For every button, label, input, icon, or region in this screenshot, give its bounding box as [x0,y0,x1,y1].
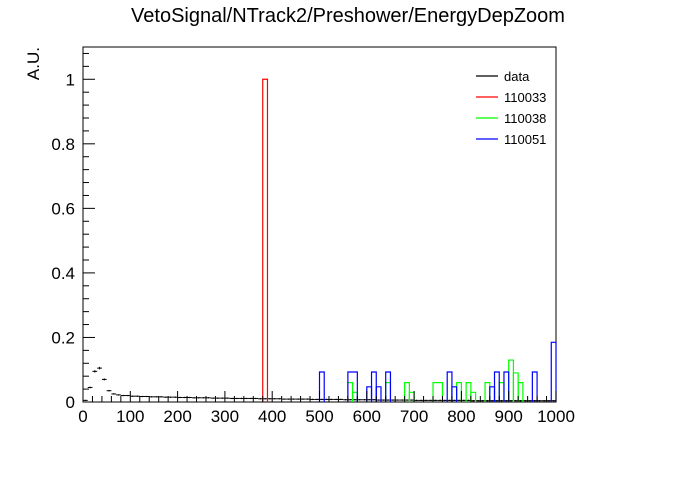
histogram-bin [517,382,524,402]
histogram-bin [493,371,500,402]
y-tick-label: 0.8 [51,135,75,154]
x-tick-label: 100 [116,407,144,426]
y-tick-label: 0.6 [51,199,75,218]
plot-frame [82,46,557,403]
y-tick-label: 0.4 [51,264,75,283]
histogram-bin [508,359,515,402]
y-tick-label: 0 [66,393,75,412]
histogram-bin [512,372,519,402]
histogram-bin [498,382,505,402]
histogram-bin [347,371,358,402]
histogram-bin [370,371,377,402]
x-tick-label: 200 [163,407,191,426]
histogram-bin [385,371,392,402]
y-axis-label: A.U. [24,47,43,80]
x-tick-label: 800 [447,407,475,426]
x-tick-label: 500 [305,407,333,426]
series-data [83,366,556,402]
series-110038 [347,359,524,402]
x-tick-label: 600 [353,407,381,426]
legend-label: 110038 [504,111,546,126]
x-tick-label: 900 [495,407,523,426]
legend-label: data [504,69,530,84]
x-tick-label: 0 [78,407,87,426]
legend-label: 110033 [504,90,546,105]
histogram-bin [465,382,472,402]
y-tick-label: 1 [66,70,75,89]
histogram-bin [385,382,392,402]
x-tick-label: 1000 [537,407,575,426]
histogram-bin [446,371,453,402]
histogram-bin [404,382,410,402]
histogram-bin [451,386,458,402]
legend-label: 110051 [504,132,546,147]
chart-title: VetoSignal/NTrack2/Preshower/EnergyDepZo… [131,5,565,27]
axis-layer: 0 100 200 300 400 500 600 700 800 900 1000 0 0.2 0.4 0… [51,52,575,426]
histogram-bin [531,371,538,402]
histogram-bin [262,78,269,402]
histogram-bin [456,382,462,402]
x-tick-label: 300 [211,407,239,426]
series-110033 [262,78,269,402]
series-layer [83,78,557,402]
histogram-bin [318,371,325,402]
histogram-bin [550,341,557,402]
histogram-bin [484,382,491,402]
histogram-bin [375,386,382,402]
histogram-bin [489,386,496,402]
x-tick-label: 700 [400,407,428,426]
legend: data 110033 110038 110051 [476,69,546,147]
x-tick-label: 400 [258,407,286,426]
histogram-bin [352,391,358,402]
histogram-bin [503,371,510,402]
histogram-bin [432,382,444,402]
series-110051 [318,341,557,402]
y-tick-label: 0.2 [51,328,75,347]
